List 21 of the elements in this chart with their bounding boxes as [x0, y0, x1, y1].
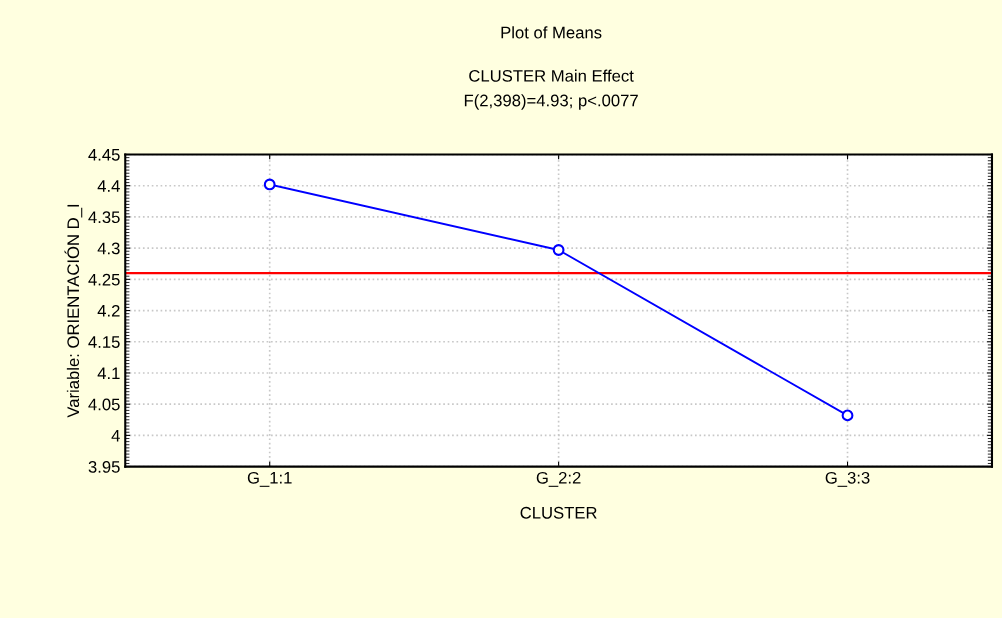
y-tick-label: 4.45	[88, 149, 120, 161]
y-tick-label: 4.4	[97, 180, 120, 192]
x-tick-label: G_2:2	[536, 471, 581, 487]
y-tick-label: 4.35	[88, 211, 120, 224]
y-tick-label: 4.05	[88, 398, 120, 411]
point	[841, 409, 854, 422]
chart-title: Plot of Means	[501, 26, 602, 39]
y-tick-label: 4.1	[97, 367, 120, 379]
y-axis-title: Variable: ORIENTACIÓN D_I	[64, 204, 83, 418]
y-tick-label: 4.25	[88, 273, 120, 286]
y-tick-label: 4	[111, 429, 120, 442]
x-tick-label: G_1:1	[247, 471, 292, 487]
y-tick-label: 4.3	[97, 242, 120, 255]
point	[552, 244, 565, 256]
y-tick-label: 4.2	[97, 304, 120, 317]
y-tick-label: 4.15	[88, 336, 120, 348]
y-tick-label: 3.95	[88, 460, 120, 473]
point	[263, 178, 276, 191]
x-tick-label: G_3:3	[825, 471, 870, 487]
chart-subtitle: CLUSTER Main Effect F(2,398)=4.93; p<.0077	[464, 69, 638, 110]
x-axis-title: CLUSTER	[520, 506, 597, 519]
